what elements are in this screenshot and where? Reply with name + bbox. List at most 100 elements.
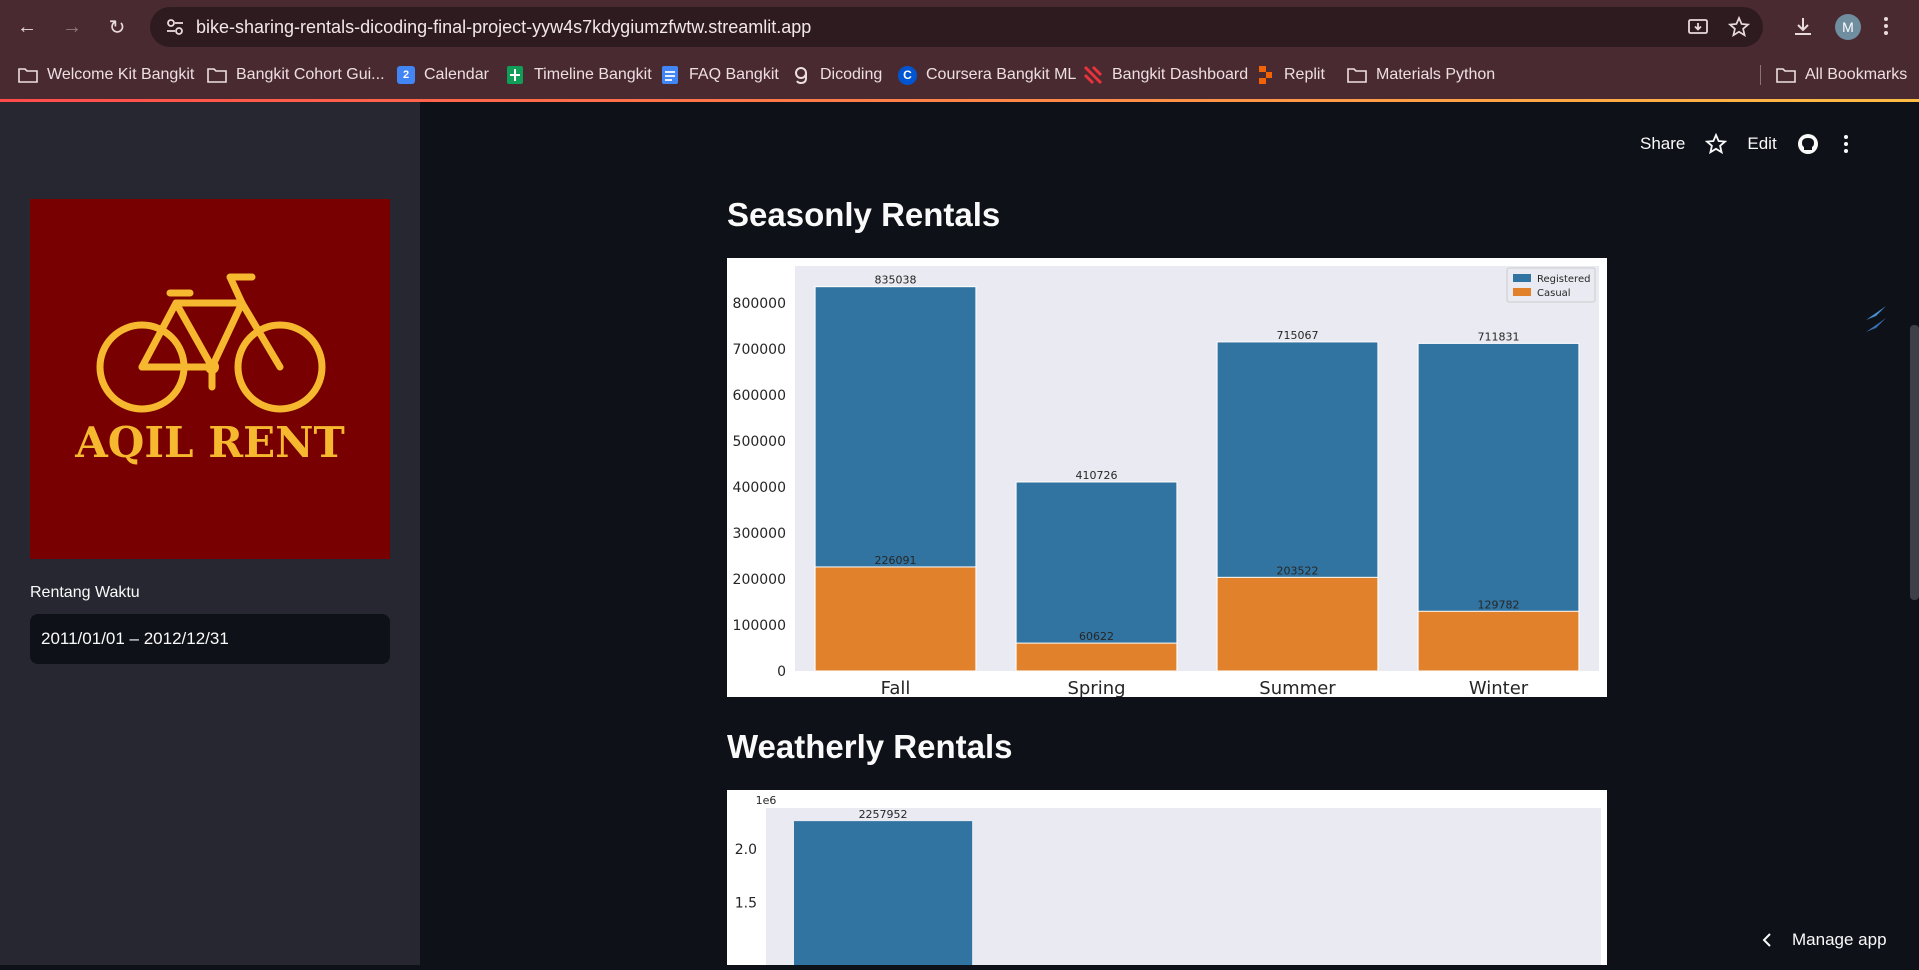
bookmark-replit[interactable]: Replit [1255, 60, 1325, 90]
y-tick-label: 0 [777, 664, 786, 680]
weatherly-rentals-title: Weatherly Rentals [727, 728, 1013, 765]
bookmarks-bar: Welcome Kit Bangkit Bangkit Cohort Gui..… [0, 60, 1919, 90]
data-label: 410726 [1076, 469, 1118, 482]
bookmark-label: Bangkit Cohort Gui... [236, 66, 385, 83]
logo-text: AQIL RENT [74, 418, 345, 467]
y-tick-label: 400000 [733, 480, 786, 496]
weatherly-chart-svg: 1e6 1.5 2.0 2257952 [735, 794, 1601, 970]
x-tick-label: Summer [1259, 678, 1336, 697]
edit-button[interactable]: Edit [1747, 134, 1777, 153]
url-text[interactable]: bike-sharing-rentals-dicoding-final-proj… [196, 17, 812, 37]
address-bar[interactable]: bike-sharing-rentals-dicoding-final-proj… [150, 7, 1763, 47]
sheets-icon [505, 65, 525, 85]
legend-entry: Casual [1537, 288, 1571, 299]
bookmark-welcome-kit[interactable]: Welcome Kit Bangkit [18, 60, 194, 90]
bangkit-icon [1083, 65, 1103, 85]
folder-icon [18, 65, 38, 85]
x-tick-label: Spring [1067, 678, 1125, 697]
bookmarks-divider [1760, 65, 1761, 85]
bookmark-dicoding[interactable]: Dicoding [791, 60, 882, 90]
bookmark-label: FAQ Bangkit [689, 66, 779, 83]
all-bookmarks-button[interactable]: All Bookmarks [1776, 60, 1907, 90]
bookmark-coursera[interactable]: C Coursera Bangkit ML [898, 60, 1076, 90]
site-settings-icon[interactable] [164, 16, 186, 38]
calendar-icon: 2 [397, 66, 415, 84]
y-tick-label: 2.0 [735, 842, 757, 858]
bookmark-label: All Bookmarks [1805, 66, 1908, 83]
bookmark-timeline[interactable]: Timeline Bangkit [505, 60, 652, 90]
x-tick-label: Fall [881, 678, 911, 697]
y-tick-label: 300000 [733, 526, 786, 542]
data-label: 226091 [875, 554, 917, 567]
aqil-rent-logo: AQIL RENT [30, 199, 390, 559]
replit-icon [1255, 65, 1275, 85]
sidebar: AQIL RENT Rentang Waktu 2011/01/01 – 201… [0, 102, 420, 965]
streamlit-status-icon [1866, 306, 1886, 332]
y-tick-label: 1.5 [735, 896, 757, 912]
data-label: 60622 [1079, 630, 1114, 643]
chevron-left-icon [1762, 933, 1771, 947]
seasonly-chart-svg: 0 100000 200000 300000 400000 500000 600000 700… [733, 266, 1599, 699]
y-offset-label: 1e6 [756, 794, 777, 807]
bookmark-label: Materials Python [1376, 66, 1496, 83]
bookmark-label: Dicoding [820, 66, 883, 83]
bookmark-label: Coursera Bangkit ML [926, 66, 1077, 83]
manage-app-label: Manage app [1792, 930, 1887, 949]
date-range-value[interactable]: 2011/01/01 – 2012/12/31 [41, 629, 229, 648]
y-tick-label: 600000 [733, 388, 786, 404]
folder-icon [1776, 65, 1796, 85]
share-button[interactable]: Share [1640, 134, 1686, 153]
weatherly-rentals-chart: 1e6 1.5 2.0 2257952 [727, 790, 1607, 970]
install-app-icon[interactable] [1687, 16, 1709, 38]
forward-button[interactable]: → [62, 15, 82, 38]
folder-icon [1347, 65, 1367, 85]
bookmark-materials-python[interactable]: Materials Python [1347, 60, 1495, 90]
bookmark-faq[interactable]: FAQ Bangkit [660, 60, 779, 90]
bookmark-cohort-guide[interactable]: Bangkit Cohort Gui... [207, 60, 385, 90]
bookmark-label: Replit [1284, 66, 1325, 83]
bicycle-icon: AQIL RENT [74, 273, 345, 467]
date-range-label: Rentang Waktu [30, 584, 140, 601]
page-scrollbar[interactable] [1910, 325, 1919, 600]
manage-app-button[interactable]: Manage app [1760, 925, 1887, 955]
bookmark-label: Welcome Kit Bangkit [47, 66, 195, 83]
bookmark-bangkit-dashboard[interactable]: Bangkit Dashboard [1083, 60, 1248, 90]
browser-menu-icon[interactable] [1880, 14, 1892, 40]
seasonly-rentals-title: Seasonly Rentals [727, 196, 1001, 233]
data-label: 835038 [875, 274, 917, 287]
x-tick-label: Winter [1469, 678, 1529, 697]
y-tick-label: 800000 [733, 296, 786, 312]
data-label: 711831 [1478, 330, 1520, 343]
data-label: 129782 [1478, 598, 1520, 611]
bookmark-star-icon[interactable] [1728, 16, 1750, 38]
streamlit-decoration-bar [0, 99, 1919, 102]
bookmark-label: Bangkit Dashboard [1112, 66, 1249, 83]
legend-entry: Registered [1537, 274, 1590, 285]
bar-casual [814, 566, 977, 672]
downloads-icon[interactable] [1791, 15, 1815, 39]
y-tick-label: 200000 [733, 572, 786, 588]
back-button[interactable]: ← [17, 15, 37, 38]
data-label: 203522 [1277, 564, 1319, 577]
docs-icon [660, 65, 680, 85]
bookmark-label: Calendar [424, 66, 489, 83]
browser-chrome: ← → ↻ bike-sharing-rentals-dicoding-fina… [0, 0, 1919, 102]
app-menu-icon[interactable] [1843, 132, 1849, 156]
bookmark-label: Timeline Bangkit [534, 66, 652, 83]
dicoding-icon [791, 65, 811, 85]
data-label: 715067 [1277, 329, 1319, 342]
bar-casual [1417, 610, 1580, 672]
app-header-toolbar: Share Edit [1640, 130, 1849, 158]
profile-avatar[interactable]: M [1835, 14, 1861, 40]
github-icon[interactable] [1797, 133, 1819, 155]
seasonly-rentals-chart: 0 100000 200000 300000 400000 500000 600000 700… [727, 258, 1607, 699]
folder-icon [207, 65, 227, 85]
browser-toolbar: ← → ↻ bike-sharing-rentals-dicoding-fina… [0, 0, 1919, 54]
bar-casual [1015, 642, 1178, 672]
reload-button[interactable]: ↻ [108, 16, 126, 39]
bar-registered [1015, 481, 1178, 672]
bookmark-calendar[interactable]: 2 Calendar [397, 60, 489, 90]
date-range-input[interactable]: 2011/01/01 – 2012/12/31 [30, 614, 390, 664]
legend-swatch [1513, 274, 1531, 282]
favorite-star-icon[interactable] [1705, 133, 1728, 155]
